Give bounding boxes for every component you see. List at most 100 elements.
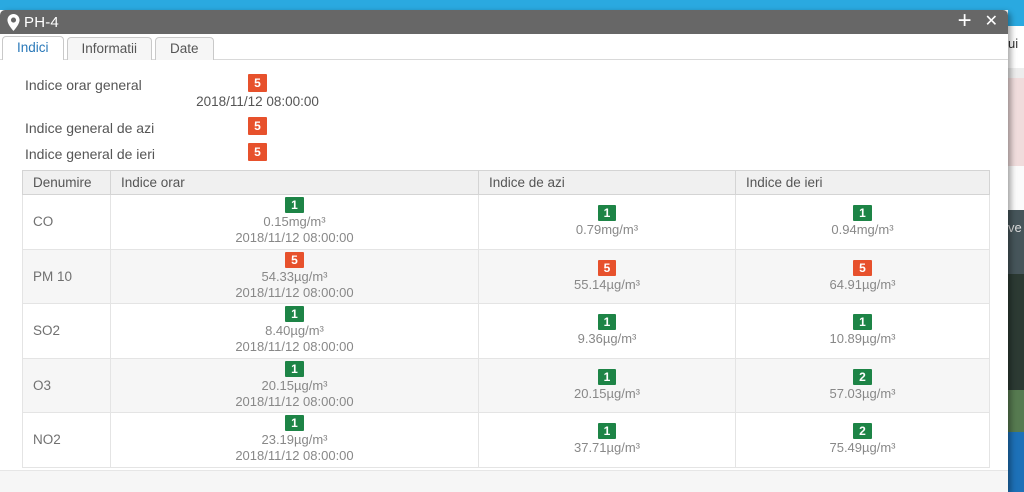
badge-line: 1 <box>485 423 729 440</box>
badge-line: 5 <box>117 251 472 268</box>
table-row: O3 1 20.15µg/m³ 2018/11/12 08:00:00 1 20.15µg… <box>22 357 990 413</box>
background-segment <box>1008 78 1024 166</box>
summary-row: Indice general de azi 5 <box>25 117 1008 136</box>
cell-indice-ieri: 1 10.89µg/m³ <box>735 303 990 359</box>
background-segment <box>1008 166 1024 210</box>
page-header-strip <box>0 0 1024 10</box>
cell-content: 5 55.14µg/m³ <box>485 259 729 293</box>
cell-indice-azi: 1 20.15µg/m³ <box>478 357 736 413</box>
background-segment <box>1008 68 1024 78</box>
summary-badge-col: 5 2018/11/12 08:00:00 <box>190 74 325 109</box>
measurement-value: 23.19µg/m³ <box>261 432 328 447</box>
badge-line: 1 <box>742 314 983 331</box>
cell-content: 1 23.19µg/m³ 2018/11/12 08:00:00 <box>117 415 472 465</box>
background-segment: ui <box>1008 26 1024 68</box>
index-badge: 5 <box>285 251 304 268</box>
badge-line: 1 <box>117 197 472 213</box>
cell-indice-ieri: 1 0.94mg/m³ <box>735 194 990 250</box>
table-row: PM 10 5 54.33µg/m³ 2018/11/12 08:00:00 5 55.1… <box>22 248 990 304</box>
summary-label: Indice general de ieri <box>25 146 155 162</box>
measurement-value: 55.14µg/m³ <box>573 276 641 292</box>
measurement-value: 8.40µg/m³ <box>265 323 324 338</box>
badge-line: 1 <box>485 205 729 222</box>
index-badge: 1 <box>853 205 872 222</box>
background-segment <box>1008 432 1024 492</box>
badge-line: 1 <box>742 205 983 222</box>
indices-table: Denumire Indice orar Indice de azi Indice d… <box>22 170 990 468</box>
cell-indice-orar: 1 8.40µg/m³ 2018/11/12 08:00:00 <box>110 303 479 359</box>
background-segment <box>1008 390 1024 432</box>
summary-row: Indice general de ieri 5 <box>25 143 1008 162</box>
index-badge: 5 <box>597 259 617 276</box>
cell-content: 1 0.94mg/m³ <box>742 205 983 238</box>
table-body: CO 1 0.15mg/m³ 2018/11/12 08:00:00 1 0.79mg/m… <box>22 194 990 468</box>
cell-content: 2 57.03µg/m³ <box>742 368 983 402</box>
measurement-value: 20.15µg/m³ <box>261 377 328 393</box>
cell-content: 1 0.15mg/m³ 2018/11/12 08:00:00 <box>117 197 472 247</box>
index-badge: 2 <box>853 423 872 440</box>
index-badge: 2 <box>853 368 872 385</box>
summary-row: Indice orar general 5 2018/11/12 08:00:00 <box>25 74 1008 109</box>
cell-indice-ieri: 2 75.49µg/m³ <box>735 412 990 468</box>
close-button[interactable]: ✕ <box>984 13 998 30</box>
background-segment <box>1008 274 1024 390</box>
table-row: SO2 1 8.40µg/m³ 2018/11/12 08:00:00 1 9.36µg/… <box>22 303 990 359</box>
column-header: Indice de azi <box>478 170 736 195</box>
popup-titlebar: PH-4 + ✕ <box>0 6 1008 34</box>
index-badge: 1 <box>853 314 872 331</box>
station-popup: PH-4 + ✕ Indici Informatii Date Indice ora… <box>0 6 1008 492</box>
index-badge: 5 <box>248 117 267 135</box>
cell-indice-ieri: 2 57.03µg/m³ <box>735 357 990 413</box>
measurement-date: 2018/11/12 08:00:00 <box>235 393 354 409</box>
summary-date: 2018/11/12 08:00:00 <box>196 94 319 109</box>
pollutant-name: SO2 <box>22 303 111 359</box>
cell-indice-azi: 1 0.79mg/m³ <box>478 194 736 250</box>
tab-indici[interactable]: Indici <box>2 36 64 60</box>
measurement-value: 54.33µg/m³ <box>261 268 328 284</box>
cell-content: 1 9.36µg/m³ <box>485 314 729 347</box>
summary-badge-col: 5 <box>190 143 325 161</box>
pollutant-name: PM 10 <box>22 248 111 304</box>
measurement-value: 10.89µg/m³ <box>829 331 896 347</box>
summary-badge-col: 5 <box>190 117 325 135</box>
location-pin-icon <box>7 13 20 31</box>
badge-line: 5 <box>742 259 983 276</box>
summary-label: Indice general de azi <box>25 120 155 136</box>
cell-indice-orar: 5 54.33µg/m³ 2018/11/12 08:00:00 <box>110 248 479 304</box>
background-strip: ui ve <box>1008 0 1024 492</box>
tab-informatii[interactable]: Informatii <box>66 37 153 60</box>
cell-content: 2 75.49µg/m³ <box>742 423 983 456</box>
measurement-value: 75.49µg/m³ <box>829 440 896 456</box>
index-badge: 1 <box>597 423 617 440</box>
index-badge: 1 <box>285 415 304 431</box>
table-row: NO2 1 23.19µg/m³ 2018/11/12 08:00:00 1 37.71µ… <box>22 412 990 468</box>
measurement-date: 2018/11/12 08:00:00 <box>235 230 354 246</box>
measurement-value: 64.91µg/m³ <box>829 276 896 292</box>
popup-title: PH-4 <box>24 13 59 31</box>
index-badge: 1 <box>597 205 617 222</box>
index-badge: 1 <box>285 306 304 322</box>
cell-content: 1 20.15µg/m³ 2018/11/12 08:00:00 <box>117 360 472 411</box>
pollutant-name: NO2 <box>22 412 111 468</box>
badge-line: 1 <box>117 415 472 431</box>
badge-line: 2 <box>742 368 983 385</box>
badge-line: 2 <box>742 423 983 440</box>
badge-line: 1 <box>485 368 729 385</box>
table-header-row: Denumire Indice orar Indice de azi Indice d… <box>22 170 990 195</box>
measurement-date: 2018/11/12 08:00:00 <box>235 339 354 355</box>
cell-content: 1 10.89µg/m³ <box>742 314 983 347</box>
add-button[interactable]: + <box>957 6 972 34</box>
index-badge: 5 <box>248 143 267 161</box>
summary-section: Indice orar general 5 2018/11/12 08:00:00 I… <box>0 60 1008 162</box>
cell-content: 5 64.91µg/m³ <box>742 259 983 293</box>
cell-indice-orar: 1 23.19µg/m³ 2018/11/12 08:00:00 <box>110 412 479 468</box>
summary-label: Indice orar general <box>25 77 142 93</box>
measurement-value: 0.94mg/m³ <box>831 222 894 238</box>
column-header: Indice orar <box>110 170 479 195</box>
popup-footer <box>0 470 1008 492</box>
cell-indice-ieri: 5 64.91µg/m³ <box>735 248 990 304</box>
measurement-date: 2018/11/12 08:00:00 <box>235 284 354 300</box>
cell-content: 1 8.40µg/m³ 2018/11/12 08:00:00 <box>117 306 472 356</box>
tab-date[interactable]: Date <box>155 37 214 60</box>
pollutant-name: CO <box>22 194 111 250</box>
